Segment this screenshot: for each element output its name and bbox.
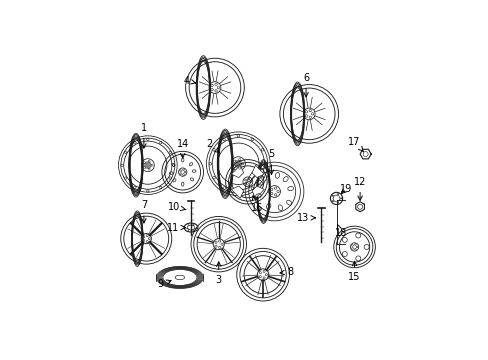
Polygon shape (251, 165, 264, 177)
Text: 7: 7 (141, 201, 147, 223)
Circle shape (337, 193, 338, 195)
Text: 9: 9 (157, 279, 171, 289)
Circle shape (331, 201, 333, 202)
Text: 10: 10 (168, 202, 185, 212)
Text: 18: 18 (334, 225, 346, 238)
Circle shape (331, 195, 333, 196)
Polygon shape (251, 186, 264, 198)
Text: 12: 12 (353, 177, 366, 201)
Polygon shape (242, 275, 258, 285)
Text: 15: 15 (347, 261, 360, 283)
Text: 4: 4 (183, 76, 195, 86)
Text: 13: 13 (297, 213, 315, 223)
Circle shape (144, 162, 151, 169)
Text: 8: 8 (280, 267, 293, 277)
Polygon shape (267, 275, 283, 285)
Text: 11: 11 (166, 222, 185, 233)
Circle shape (337, 202, 338, 203)
Text: 17: 17 (347, 136, 363, 152)
Circle shape (234, 160, 242, 168)
Polygon shape (231, 165, 243, 177)
Polygon shape (231, 186, 243, 198)
Polygon shape (247, 256, 261, 271)
Text: 19: 19 (340, 184, 352, 194)
Polygon shape (264, 256, 278, 271)
Text: 3: 3 (215, 262, 222, 285)
Text: 5: 5 (268, 149, 274, 175)
Text: 2: 2 (205, 139, 219, 153)
Text: 16: 16 (251, 196, 263, 213)
Text: 14: 14 (176, 139, 188, 158)
Circle shape (340, 198, 341, 199)
Polygon shape (258, 280, 267, 294)
Text: 6: 6 (303, 73, 308, 97)
Text: 1: 1 (141, 123, 147, 148)
